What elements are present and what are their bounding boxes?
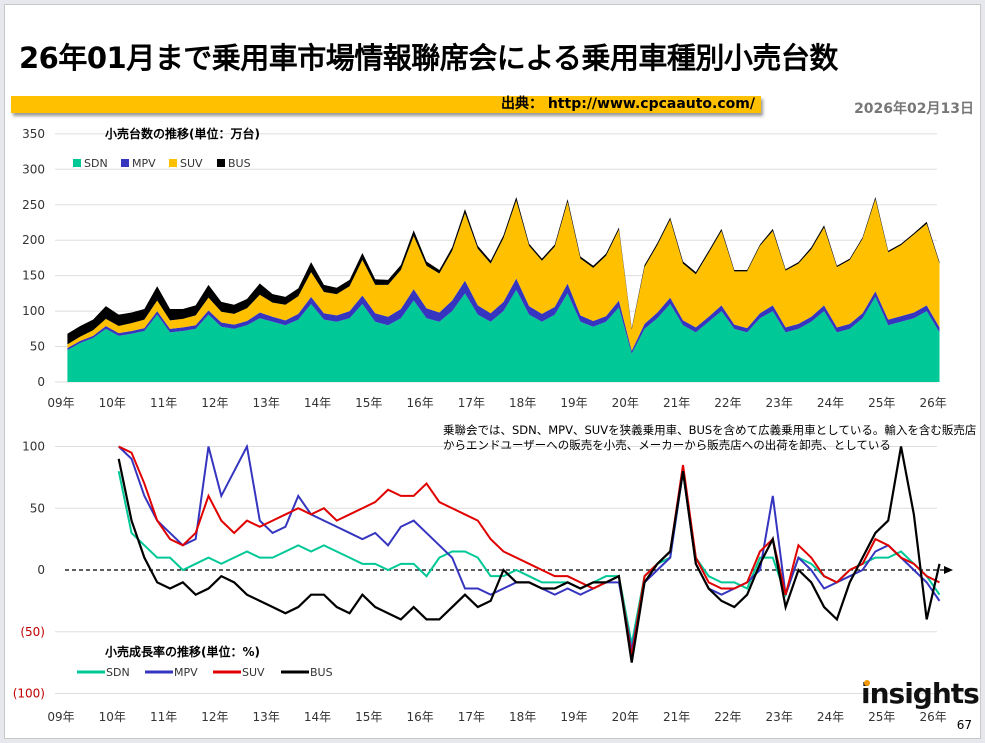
x-tick-label: 16年 xyxy=(406,710,433,724)
legend-label-bus: BUS xyxy=(310,666,333,679)
logo-dot xyxy=(864,680,870,686)
x-tick-label: 10年 xyxy=(99,710,126,724)
area-suv xyxy=(67,199,940,351)
legend-label-sdn: SDN xyxy=(84,157,108,170)
x-tick-label: 17年 xyxy=(458,396,485,410)
y-tick-label: 100 xyxy=(22,440,45,454)
chart-title: 小売台数の推移(単位：万台) xyxy=(105,126,260,141)
legend-label-bus: BUS xyxy=(228,157,251,170)
y-tick-label: 150 xyxy=(22,269,45,283)
y-tick-label: 100 xyxy=(22,304,45,318)
x-tick-label: 12年 xyxy=(201,396,228,410)
y-tick-label: 50 xyxy=(30,501,45,515)
slide: 26年01月まで乗用車市場情報聯席会による乗用車種別小売台数 出典： http:… xyxy=(4,4,981,739)
x-tick-label: 24年 xyxy=(817,396,844,410)
legend-label-mpv: MPV xyxy=(132,157,156,170)
legend-label-suv: SUV xyxy=(180,157,203,170)
legend-label-sdn: SDN xyxy=(106,666,130,679)
x-tick-label: 12年 xyxy=(201,710,228,724)
x-tick-label: 19年 xyxy=(560,396,587,410)
source-bar: 出典： http://www.cpcaauto.com/ xyxy=(11,96,761,113)
insights-logo: insights xyxy=(861,677,980,710)
legend-label-suv: SUV xyxy=(242,666,265,679)
x-tick-label: 15年 xyxy=(355,396,382,410)
x-tick-label: 13年 xyxy=(253,710,280,724)
y-tick-label: 0 xyxy=(37,375,45,389)
x-tick-label: 26年 xyxy=(919,396,946,410)
x-tick-label: 09年 xyxy=(47,710,74,724)
x-tick-label: 14年 xyxy=(304,710,331,724)
line-suv xyxy=(118,445,940,657)
legend-label-mpv: MPV xyxy=(174,666,198,679)
y-tick-label: 0 xyxy=(37,563,45,577)
chart-title: 小売成長率の推移(単位：%) xyxy=(105,644,260,659)
x-tick-label: 21年 xyxy=(663,396,690,410)
y-tick-label: 50 xyxy=(30,340,45,354)
legend-swatch-bus xyxy=(217,159,225,167)
x-tick-label: 26年 xyxy=(919,710,946,724)
chart-note: 乗聯会では、SDN、MPV、SUVを狭義乗用車、BUSを含めて広義乗用車としてい… xyxy=(443,423,977,452)
x-tick-label: 19年 xyxy=(560,710,587,724)
x-tick-label: 14年 xyxy=(304,396,331,410)
x-tick-label: 10年 xyxy=(99,396,126,410)
x-tick-label: 16年 xyxy=(406,396,433,410)
y-tick-label: (100) xyxy=(13,687,45,701)
source-link[interactable]: 出典： http://www.cpcaauto.com/ xyxy=(500,96,755,112)
x-tick-label: 24年 xyxy=(817,710,844,724)
x-tick-label: 18年 xyxy=(509,710,536,724)
legend-swatch-sdn xyxy=(73,159,81,167)
area-sdn xyxy=(67,289,940,382)
y-tick-label: 200 xyxy=(22,233,45,247)
x-tick-label: 25年 xyxy=(868,710,895,724)
charts: 0 50 100 150 200 250 300 350 09年 10年 11年 12年 13年 14年 1… xyxy=(13,126,953,724)
page-title: 26年01月まで乗用車市場情報聯席会による乗用車種別小売台数 xyxy=(19,41,838,75)
y-tick-label: 350 xyxy=(22,127,45,141)
x-tick-label: 23年 xyxy=(766,396,793,410)
line-bus xyxy=(117,446,941,663)
line-mpv xyxy=(118,444,941,651)
x-tick-label: 20年 xyxy=(612,396,639,410)
logo-text: insights xyxy=(861,677,980,710)
x-tick-label: 11年 xyxy=(150,396,177,410)
x-tick-label: 21年 xyxy=(663,710,690,724)
x-tick-label: 17年 xyxy=(458,710,485,724)
legend-swatch-suv xyxy=(169,159,177,167)
x-tick-label: 22年 xyxy=(714,396,741,410)
y-tick-label: 250 xyxy=(22,198,45,212)
x-tick-label: 13年 xyxy=(253,396,280,410)
x-tick-label: 25年 xyxy=(868,396,895,410)
legend-swatch-mpv xyxy=(121,159,129,167)
line-sdn xyxy=(117,470,941,645)
x-tick-label: 18年 xyxy=(509,396,536,410)
report-date: 2026年02月13日 xyxy=(854,101,974,117)
page-number: 67 xyxy=(956,718,972,732)
x-tick-label: 22年 xyxy=(714,710,741,724)
x-tick-label: 11年 xyxy=(150,710,177,724)
y-tick-label: (50) xyxy=(20,625,45,639)
zero-line-arrow xyxy=(944,566,953,574)
x-tick-label: 20年 xyxy=(612,710,639,724)
x-tick-label: 09年 xyxy=(47,396,74,410)
x-tick-label: 23年 xyxy=(766,710,793,724)
x-tick-label: 15年 xyxy=(355,710,382,724)
y-tick-label: 300 xyxy=(22,162,45,176)
